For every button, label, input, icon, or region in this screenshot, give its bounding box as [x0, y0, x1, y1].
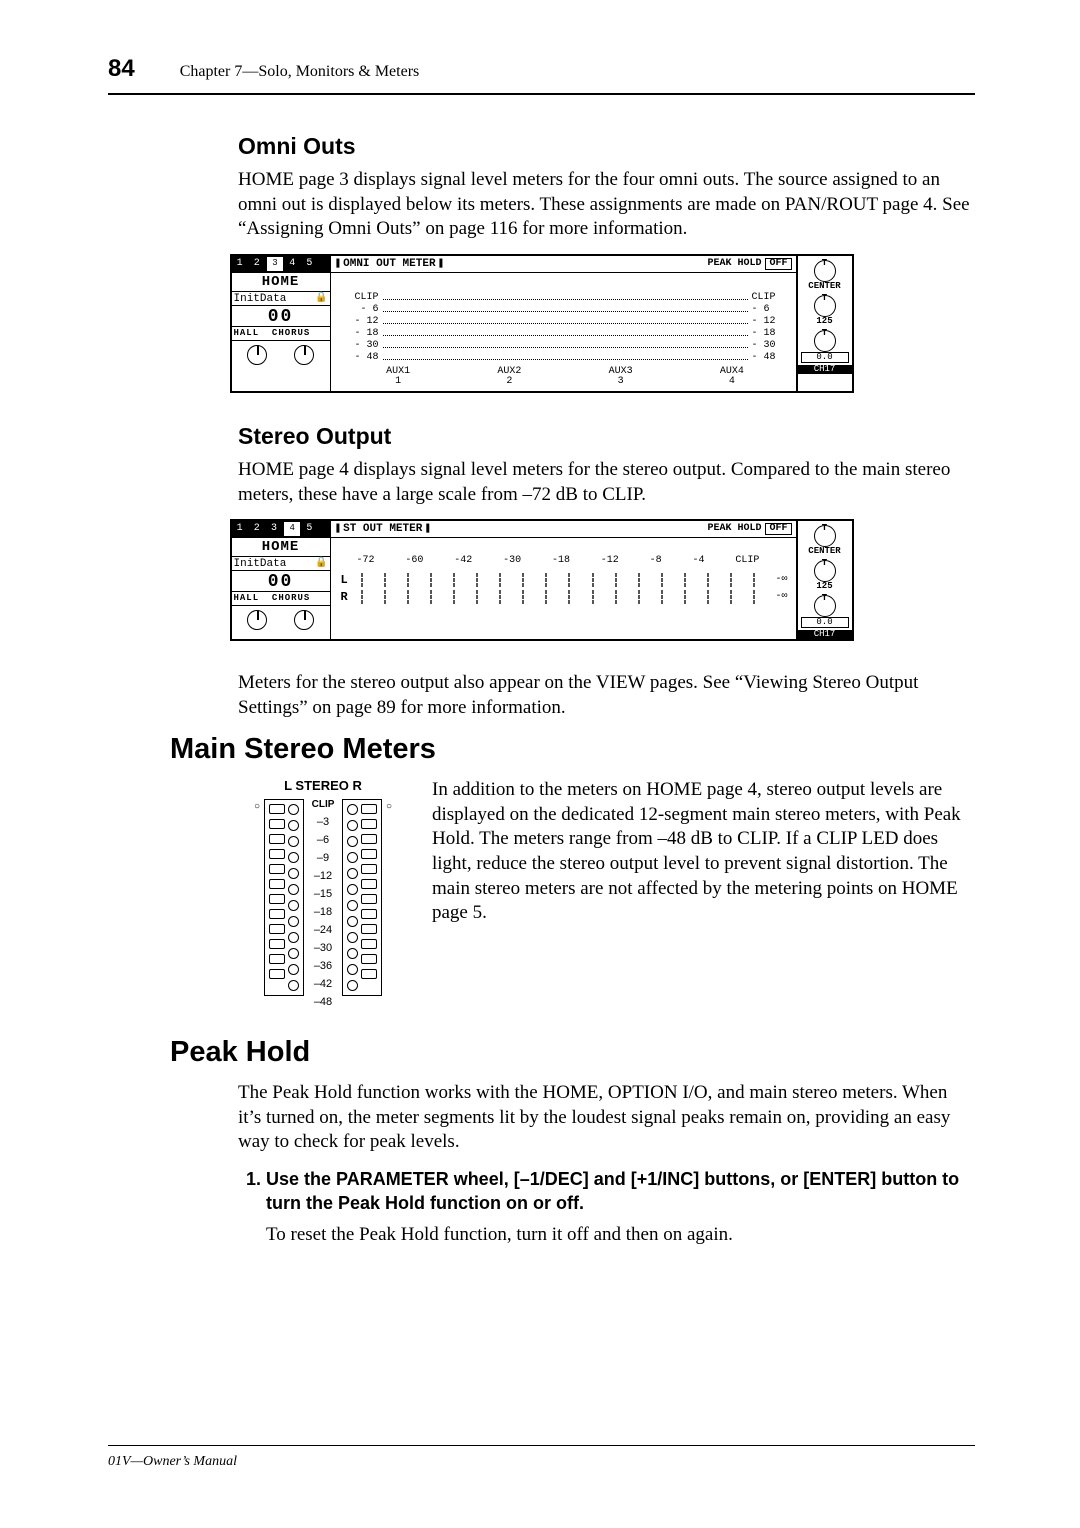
knob-icon [247, 610, 267, 630]
pan-knob-icon [814, 595, 836, 617]
knob-icon [247, 345, 267, 365]
knob-icon [294, 345, 314, 365]
heading-peak-hold: Peak Hold [170, 1036, 975, 1069]
heading-main-stereo-meters: Main Stereo Meters [170, 733, 975, 766]
lock-icon: 🔒 [315, 559, 327, 570]
knob-icon [294, 610, 314, 630]
page-number: 84 [108, 55, 135, 83]
lcd-home-label: HOME [232, 272, 330, 292]
page-header: 84 Chapter 7—Solo, Monitors & Meters [108, 55, 975, 95]
main-stereo-meter-diagram: L STEREO R ○ CLIP–3–6–9–12–15–18–24–30–3… [238, 778, 408, 1008]
lcd-omni-out-meter: 1 2 3 4 5 HOME InitData🔒 00 HALL CHORUS … [230, 254, 854, 393]
lock-icon: 🔒 [315, 294, 327, 305]
heading-omni-outs: Omni Outs [238, 133, 975, 160]
stereo-para2: Meters for the stereo output also appear… [238, 671, 975, 720]
peak-hold-state: OFF [765, 258, 791, 270]
peak-para2: To reset the Peak Hold function, turn it… [266, 1223, 975, 1248]
pan-knob-icon [814, 560, 836, 582]
chapter-title: Chapter 7—Solo, Monitors & Meters [180, 63, 420, 81]
step-1: Use the PARAMETER wheel, [–1/DEC] and [+… [266, 1167, 975, 1216]
page-footer: 01V—Owner’s Manual [108, 1445, 975, 1470]
pan-knob-icon [814, 260, 836, 282]
pan-knob-icon [814, 330, 836, 352]
heading-stereo-output: Stereo Output [238, 423, 975, 450]
lcd-st-out-meter: 1 2 3 4 5 HOME InitData🔒 00 HALL CHORUS … [230, 519, 854, 641]
pan-knob-icon [814, 525, 836, 547]
peak-para1: The Peak Hold function works with the HO… [238, 1081, 975, 1155]
step-list: Use the PARAMETER wheel, [–1/DEC] and [+… [238, 1167, 975, 1216]
stereo-para1: HOME page 4 displays signal level meters… [238, 458, 975, 507]
pan-knob-icon [814, 295, 836, 317]
main-meters-para: In addition to the meters on HOME page 4… [432, 778, 975, 926]
omni-para: HOME page 3 displays signal level meters… [238, 168, 975, 242]
